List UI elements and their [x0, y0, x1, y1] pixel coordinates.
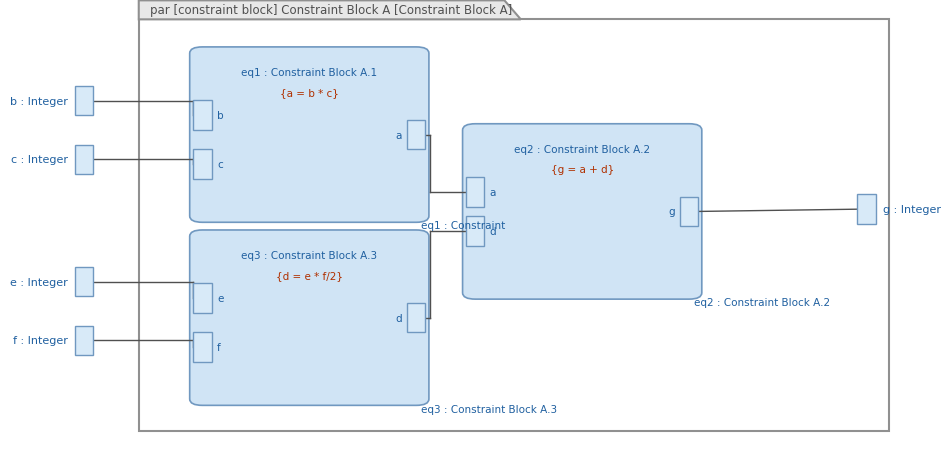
- Bar: [194, 150, 212, 179]
- Text: a: a: [490, 188, 496, 198]
- Text: {g = a + d}: {g = a + d}: [550, 165, 614, 175]
- Text: eq1 : Constraint: eq1 : Constraint: [420, 221, 505, 231]
- Text: c: c: [217, 160, 223, 170]
- Text: e: e: [217, 294, 223, 304]
- Bar: [75, 145, 93, 175]
- Text: eq1 : Constraint Block A.1: eq1 : Constraint Block A.1: [241, 68, 378, 78]
- Bar: [857, 195, 876, 224]
- Text: b : Integer: b : Integer: [9, 97, 67, 106]
- Text: g: g: [668, 207, 675, 217]
- Text: {d = e * f/2}: {d = e * f/2}: [276, 271, 343, 281]
- Text: b: b: [217, 111, 224, 121]
- FancyBboxPatch shape: [190, 230, 429, 405]
- Text: d: d: [395, 313, 401, 323]
- FancyBboxPatch shape: [462, 124, 702, 299]
- Bar: [139, 20, 889, 431]
- Polygon shape: [139, 1, 521, 20]
- Bar: [75, 87, 93, 116]
- Bar: [194, 101, 212, 130]
- Bar: [680, 198, 698, 226]
- Text: a: a: [395, 130, 401, 140]
- Bar: [466, 217, 484, 246]
- Bar: [194, 332, 212, 362]
- FancyBboxPatch shape: [190, 48, 429, 223]
- Text: f : Integer: f : Integer: [13, 336, 67, 345]
- Bar: [194, 284, 212, 313]
- Text: eq2 : Constraint Block A.2: eq2 : Constraint Block A.2: [694, 298, 829, 308]
- Bar: [75, 267, 93, 297]
- Text: g : Integer: g : Integer: [883, 205, 940, 215]
- Text: d: d: [490, 226, 496, 236]
- Bar: [407, 120, 425, 150]
- Text: {a = b * c}: {a = b * c}: [280, 88, 339, 98]
- Text: eq3 : Constraint Block A.3: eq3 : Constraint Block A.3: [420, 404, 557, 414]
- Text: f: f: [217, 342, 221, 352]
- Bar: [75, 326, 93, 355]
- Text: c : Integer: c : Integer: [10, 155, 67, 165]
- Text: par [constraint block] Constraint Block A [Constraint Block A]: par [constraint block] Constraint Block …: [150, 5, 512, 17]
- Text: eq2 : Constraint Block A.2: eq2 : Constraint Block A.2: [514, 144, 650, 154]
- Bar: [466, 178, 484, 207]
- Text: eq3 : Constraint Block A.3: eq3 : Constraint Block A.3: [241, 250, 378, 260]
- Text: e : Integer: e : Integer: [10, 277, 67, 287]
- Bar: [407, 303, 425, 333]
